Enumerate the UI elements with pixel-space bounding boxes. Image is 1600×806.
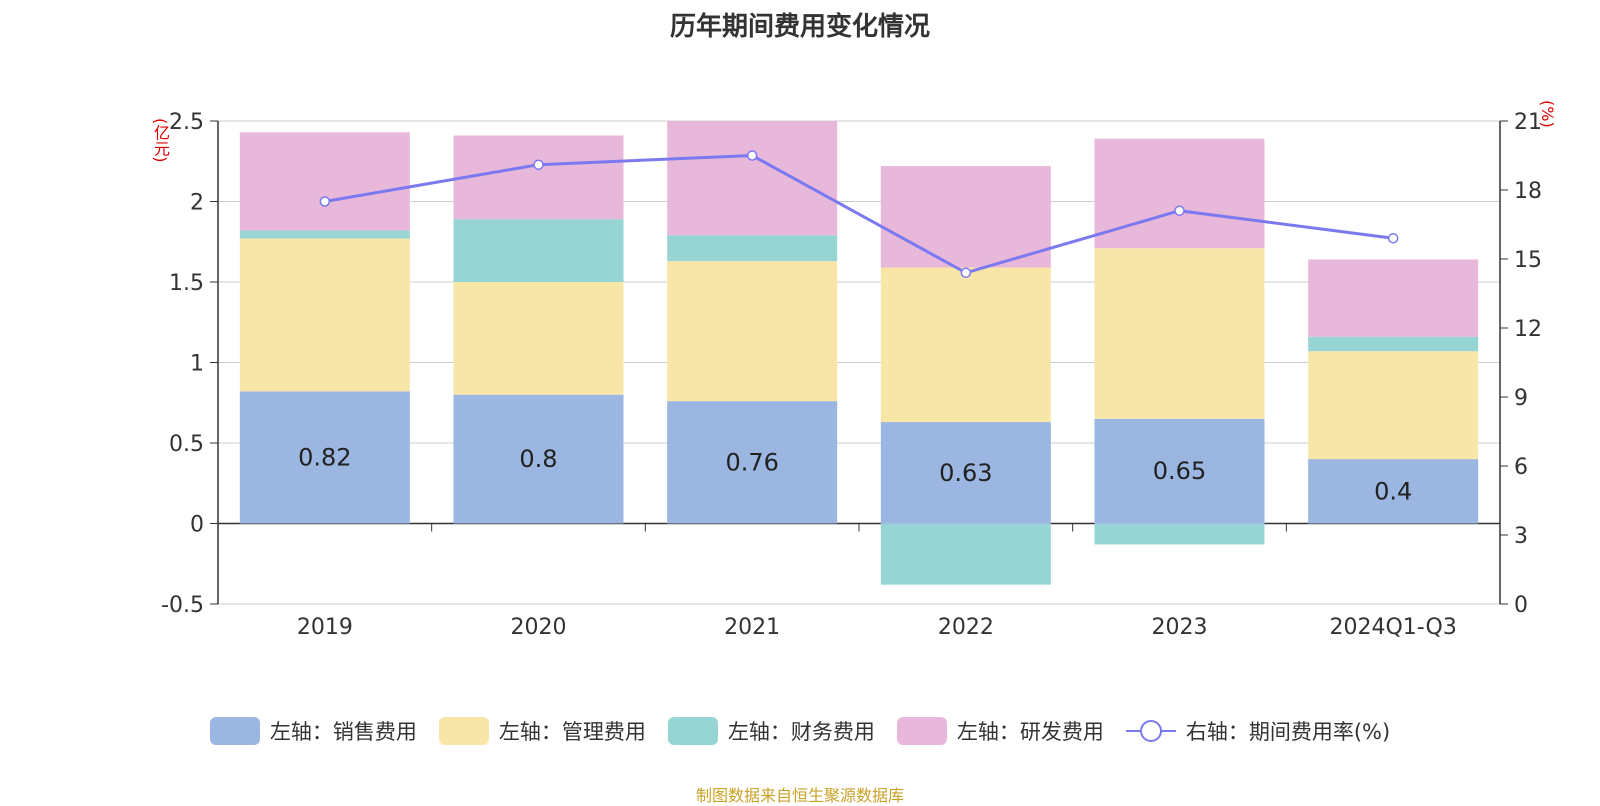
y-tick-label-left: 2 xyxy=(190,191,204,216)
bar-rnd xyxy=(1094,138,1265,249)
data-label-sales: 0.8 xyxy=(519,445,557,473)
bar-rnd xyxy=(880,166,1051,268)
y-tick-label-right: 9 xyxy=(1514,386,1528,411)
expense-rate-point xyxy=(319,196,331,207)
bar-finance xyxy=(1094,523,1265,545)
bar-admin xyxy=(453,282,624,395)
legend-swatch-rnd xyxy=(896,717,947,745)
bar-rnd xyxy=(453,135,624,220)
y-tick-label-right: 0 xyxy=(1514,593,1528,618)
data-label-sales: 0.63 xyxy=(939,459,992,487)
bar-finance xyxy=(239,230,410,239)
legend-swatch-admin xyxy=(438,717,489,745)
right-axis-unit: (%) xyxy=(1538,100,1557,128)
legend-label-finance: 左轴：财务费用 xyxy=(727,720,875,744)
legend-item-expense-rate[interactable]: 右轴：期间费用率(%) xyxy=(1125,716,1391,746)
bar-admin xyxy=(667,261,838,402)
legend-swatch-finance xyxy=(667,717,718,745)
bar-sales xyxy=(880,422,1051,524)
expense-rate-point xyxy=(1387,233,1399,244)
y-tick-label-right: 6 xyxy=(1514,455,1528,480)
legend-item-rnd[interactable]: 左轴：研发费用 xyxy=(896,716,1104,746)
x-tick-label: 2020 xyxy=(511,615,567,640)
legend-label-sales: 左轴：销售费用 xyxy=(269,720,417,744)
bar-admin xyxy=(239,238,410,392)
expense-rate-line xyxy=(324,153,1394,275)
bar-finance xyxy=(667,235,838,262)
y-tick-label-right: 3 xyxy=(1514,524,1528,549)
y-tick-label-left: 0.5 xyxy=(169,432,204,457)
bar-admin xyxy=(880,267,1051,423)
bar-finance xyxy=(453,219,624,282)
legend-swatch-sales xyxy=(209,717,260,745)
bar-sales xyxy=(239,391,410,524)
y-tick-label-left: 1.5 xyxy=(169,271,204,296)
bar-sales xyxy=(1308,459,1479,524)
source-note: 制图数据来自恒生聚源数据库 xyxy=(695,786,904,805)
y-tick-label-left: -0.5 xyxy=(161,593,204,618)
legend-item-finance[interactable]: 左轴：财务费用 xyxy=(667,716,875,746)
expense-rate-point xyxy=(746,150,758,161)
data-label-sales: 0.76 xyxy=(725,448,778,476)
data-label-sales: 0.65 xyxy=(1153,457,1206,485)
legend: 左轴：销售费用 左轴：管理费用 左轴：财务费用 左轴：研发费用 右轴：期间费用率… xyxy=(0,716,1600,746)
legend-item-admin[interactable]: 左轴：管理费用 xyxy=(438,716,646,746)
y-tick-label-left: 2.5 xyxy=(169,110,204,135)
expense-rate-point xyxy=(960,267,972,279)
expense-rate-point xyxy=(1174,205,1185,216)
bar-sales xyxy=(667,401,838,524)
x-tick-label: 2022 xyxy=(938,615,994,640)
bar-admin xyxy=(1308,351,1479,460)
data-label-sales: 0.82 xyxy=(298,443,351,471)
chart-title: 历年期间费用变化情况 xyxy=(669,12,930,42)
y-tick-label-right: 21 xyxy=(1514,110,1542,135)
legend-swatch-expense-rate xyxy=(1125,717,1176,745)
x-tick-label: 2021 xyxy=(724,615,780,640)
bar-rnd xyxy=(667,121,838,236)
y-tick-label-left: 0 xyxy=(190,513,204,538)
bar-admin xyxy=(1094,248,1265,419)
x-tick-label: 2024Q1-Q3 xyxy=(1329,615,1456,640)
bar-sales xyxy=(453,394,624,524)
chart-plot: 2.5 2 1.5 1 0.5 0 -0.5 21 18 15 12 9 6 3 0 0.82 2019 0.8 2… xyxy=(161,110,1542,640)
legend-label-expense-rate: 右轴：期间费用率(%) xyxy=(1185,720,1391,744)
bar-finance xyxy=(880,523,1051,585)
bar-sales xyxy=(1094,418,1265,524)
x-tick-label: 2023 xyxy=(1152,615,1208,640)
legend-label-admin: 左轴：管理费用 xyxy=(498,720,646,744)
bar-finance xyxy=(1308,336,1479,352)
y-tick-label-right: 12 xyxy=(1514,317,1542,342)
y-tick-label-right: 15 xyxy=(1514,248,1542,273)
expense-rate-point xyxy=(533,159,544,170)
data-label-sales: 0.4 xyxy=(1374,477,1412,505)
x-tick-label: 2019 xyxy=(297,615,353,640)
legend-item-sales[interactable]: 左轴：销售费用 xyxy=(209,716,417,746)
legend-label-rnd: 左轴：研发费用 xyxy=(956,720,1104,744)
y-tick-label-right: 18 xyxy=(1514,179,1542,204)
bar-rnd xyxy=(1308,259,1479,337)
bar-rnd xyxy=(239,132,410,231)
y-tick-label-left: 1 xyxy=(190,352,204,377)
left-axis-unit: (亿元) xyxy=(151,118,170,163)
